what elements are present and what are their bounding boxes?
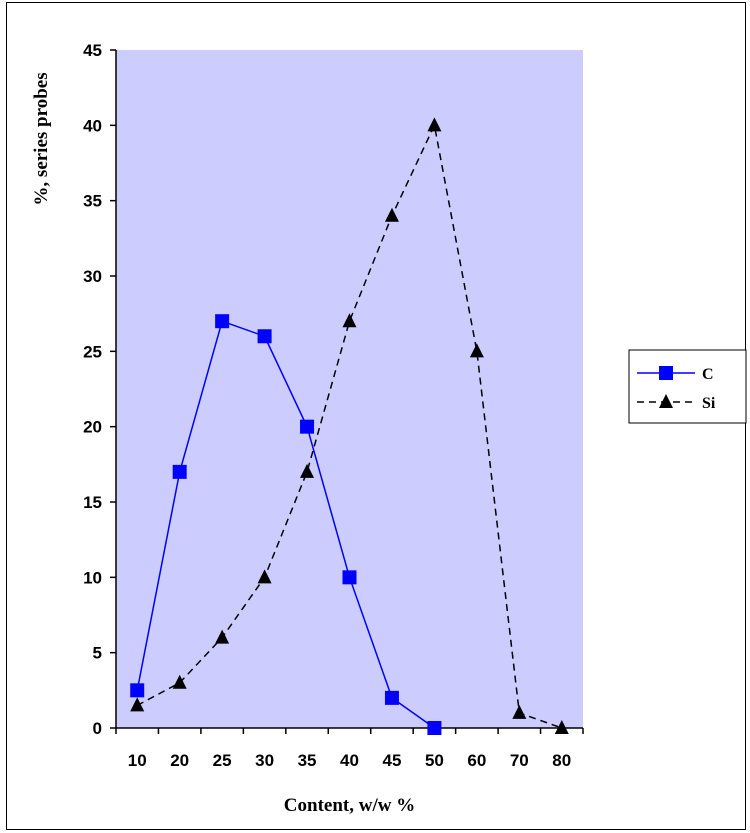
data-point-c xyxy=(215,314,230,329)
data-point-si xyxy=(215,629,230,644)
y-tick-label: 10 xyxy=(83,568,102,587)
x-tick-label: 10 xyxy=(128,751,147,770)
data-point-si xyxy=(469,343,484,358)
series-line-c xyxy=(136,320,435,729)
legend-label: Si xyxy=(702,395,716,412)
legend-label: C xyxy=(702,366,714,383)
legend-marker xyxy=(659,394,673,408)
x-axis-title: Content, w/w % xyxy=(284,795,415,816)
data-point-c xyxy=(427,721,442,735)
y-tick-label: 30 xyxy=(83,267,102,286)
data-point-c xyxy=(384,690,399,705)
x-tick-label: 45 xyxy=(382,751,401,770)
data-point-si xyxy=(257,569,272,584)
series-c xyxy=(130,314,442,735)
data-point-c xyxy=(257,329,272,344)
data-point-c xyxy=(342,570,357,585)
data-point-si xyxy=(130,697,145,712)
x-tick-label: 20 xyxy=(170,751,189,770)
y-axis-title: %, series probes xyxy=(31,72,52,205)
x-tick-label: 80 xyxy=(552,751,571,770)
data-point-c xyxy=(300,419,315,434)
x-tick-label: 25 xyxy=(213,751,232,770)
y-axis: 0 5 10 15 20 25 30 35 40 45 xyxy=(83,41,117,738)
y-tick-label: 5 xyxy=(93,644,102,663)
series-line-si xyxy=(136,122,563,729)
y-tick-label: 45 xyxy=(83,41,102,60)
y-tick-label: 40 xyxy=(83,116,102,135)
x-tick-label: 60 xyxy=(467,751,486,770)
y-tick-label: 35 xyxy=(83,192,102,211)
x-tick-label: 35 xyxy=(298,751,317,770)
y-tick-label: 20 xyxy=(83,418,102,437)
data-point-si xyxy=(172,674,187,689)
x-tick-label: 50 xyxy=(425,751,444,770)
y-tick-label: 15 xyxy=(83,493,102,512)
series-si xyxy=(130,117,569,734)
data-point-si xyxy=(384,207,399,222)
x-tick-label: 40 xyxy=(340,751,359,770)
data-point-si xyxy=(554,720,569,734)
legend-box xyxy=(628,349,747,424)
legend-entry-si: Si xyxy=(637,394,716,412)
x-axis: 10 20 25 30 35 40 45 50 60 70 80 xyxy=(115,727,584,770)
series-layer xyxy=(130,117,569,735)
y-tick-label: 25 xyxy=(83,342,102,361)
legend: C Si xyxy=(628,349,747,424)
legend-marker xyxy=(659,366,673,380)
data-point-si xyxy=(427,117,442,132)
y-tick-label: 0 xyxy=(93,719,102,738)
x-tick-label: 30 xyxy=(255,751,274,770)
data-point-si xyxy=(342,313,357,328)
plot-area xyxy=(116,50,583,728)
data-point-si xyxy=(512,704,527,719)
data-point-si xyxy=(300,463,315,478)
data-point-c xyxy=(172,464,187,479)
x-tick-label: 70 xyxy=(510,751,529,770)
legend-entry-c: C xyxy=(637,366,714,383)
data-point-c xyxy=(130,683,145,698)
